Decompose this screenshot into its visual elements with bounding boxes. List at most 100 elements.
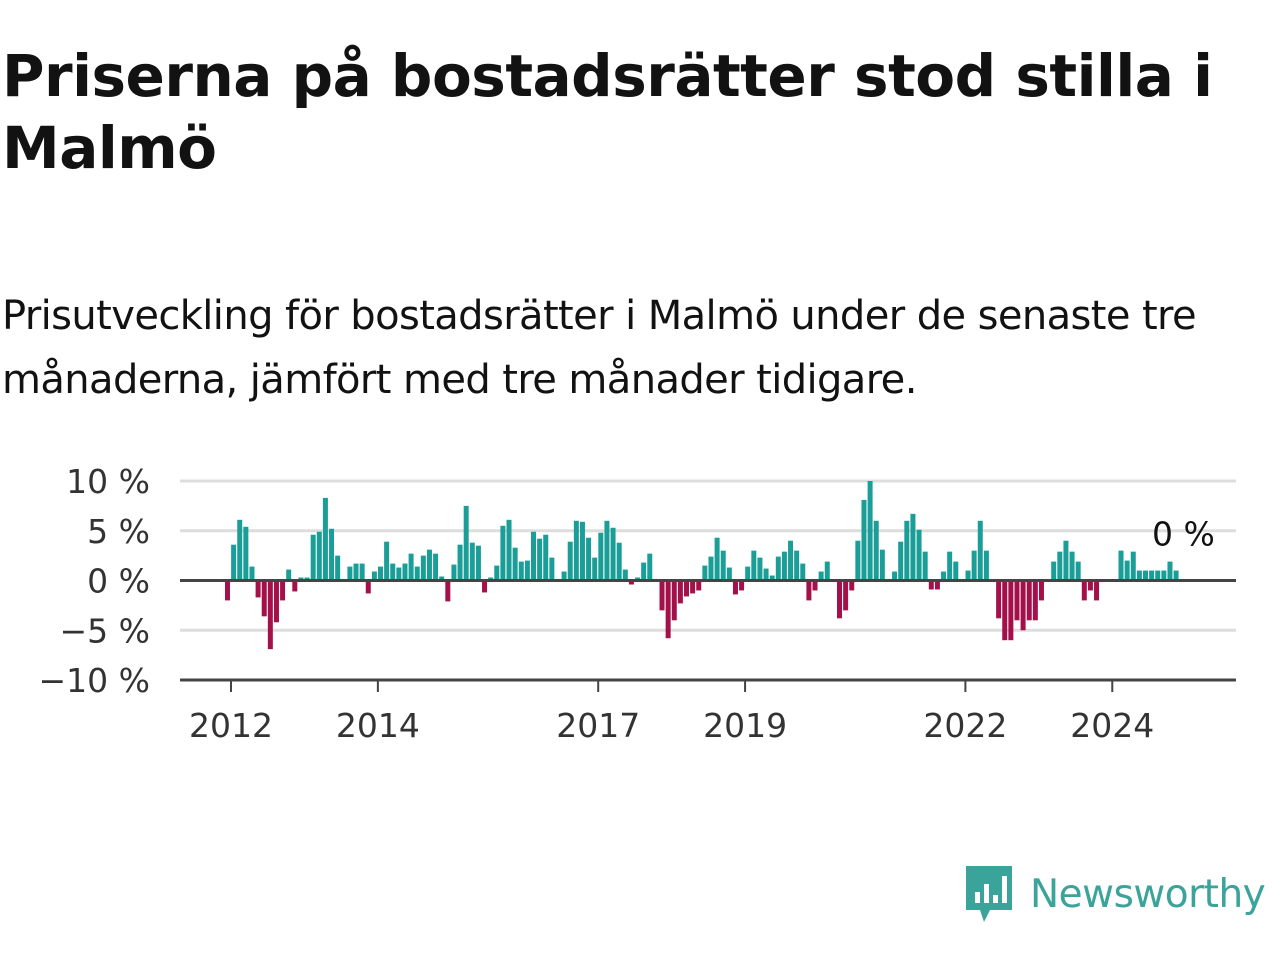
bar	[1075, 561, 1081, 581]
bar	[243, 526, 249, 581]
bar	[806, 580, 812, 601]
bar	[867, 481, 873, 581]
bar	[1032, 580, 1038, 621]
x-tick-label: 2024	[1070, 706, 1154, 745]
bar	[610, 527, 616, 581]
bar	[1130, 551, 1136, 581]
x-tick-label: 2017	[556, 706, 640, 745]
bar	[965, 570, 971, 581]
bar	[1143, 570, 1148, 581]
bar	[1008, 580, 1014, 641]
bar-chart-speech-bubble-icon	[966, 866, 1012, 922]
bar	[892, 571, 898, 581]
bar	[1051, 561, 1057, 581]
bar	[1173, 570, 1179, 581]
bar	[922, 551, 928, 581]
bar	[751, 550, 757, 581]
bar	[457, 544, 463, 581]
bar	[273, 580, 279, 623]
bar	[494, 565, 500, 581]
bar	[1149, 570, 1155, 581]
bar	[879, 549, 885, 581]
bar	[873, 520, 879, 581]
bar	[910, 513, 916, 581]
bar	[788, 540, 794, 581]
bar	[1069, 551, 1075, 581]
bar	[586, 537, 592, 581]
bar	[1136, 570, 1142, 581]
bar	[769, 575, 775, 581]
bar	[818, 571, 824, 581]
bar	[396, 567, 402, 581]
bar	[690, 580, 696, 594]
bar	[329, 528, 335, 581]
bar	[378, 566, 383, 581]
bar	[684, 580, 689, 597]
bar	[1063, 540, 1069, 581]
bar	[237, 519, 243, 581]
bar	[310, 534, 316, 581]
bar	[451, 564, 457, 581]
bar	[628, 580, 634, 585]
bar	[537, 538, 543, 581]
bar	[971, 550, 977, 581]
bar	[225, 580, 230, 601]
bar	[353, 563, 359, 581]
bar	[518, 561, 524, 581]
bar	[231, 544, 237, 581]
bar	[384, 541, 390, 581]
bar	[812, 580, 818, 591]
bar	[426, 549, 432, 581]
bar	[445, 580, 451, 602]
x-tick-label: 2014	[336, 706, 420, 745]
bars	[225, 481, 1179, 650]
bar	[677, 580, 683, 604]
bar	[1057, 551, 1063, 581]
bar	[983, 550, 989, 581]
bar	[598, 532, 604, 581]
bar	[463, 505, 469, 581]
bar	[941, 571, 947, 581]
y-tick-label: 5 %	[87, 512, 150, 551]
bar	[739, 580, 745, 591]
chart-subtitle: Prisutveckling för bostadsrätter i Malmö…	[2, 293, 1197, 403]
bar	[286, 569, 292, 581]
bar	[365, 580, 371, 594]
bar	[622, 569, 628, 581]
bar	[996, 580, 1002, 619]
bar	[524, 560, 530, 581]
bar	[849, 580, 855, 591]
bar	[531, 531, 536, 581]
newsworthy-logo: Newsworthy	[964, 864, 1266, 924]
bar	[579, 521, 585, 581]
bar	[977, 520, 983, 581]
bar	[347, 566, 353, 581]
bar	[1118, 550, 1124, 581]
bar	[928, 580, 934, 590]
bar	[702, 565, 708, 581]
bar	[1081, 580, 1087, 601]
bar	[781, 551, 787, 581]
bar	[708, 556, 714, 581]
labels: 10 % 5 % 0 % −5 % −10 % 2012 2014 2017 2019 2022 2…	[39, 462, 1215, 745]
bar	[402, 563, 408, 581]
bar	[1094, 580, 1100, 601]
bar	[316, 531, 322, 581]
bar	[420, 555, 426, 581]
bar	[843, 580, 849, 611]
bar	[665, 580, 671, 639]
bar	[1002, 580, 1008, 641]
bar	[549, 557, 555, 581]
bar	[916, 529, 922, 581]
bar	[414, 566, 420, 581]
y-tick-label: −10 %	[39, 661, 151, 700]
bar	[267, 580, 273, 650]
bar	[775, 556, 781, 581]
x-tick-label: 2019	[703, 706, 787, 745]
bar	[1014, 580, 1020, 621]
bar	[953, 561, 959, 581]
bar	[500, 525, 506, 581]
bar	[861, 499, 867, 581]
bar	[604, 520, 610, 581]
logo-text: Newsworthy	[1030, 871, 1266, 917]
